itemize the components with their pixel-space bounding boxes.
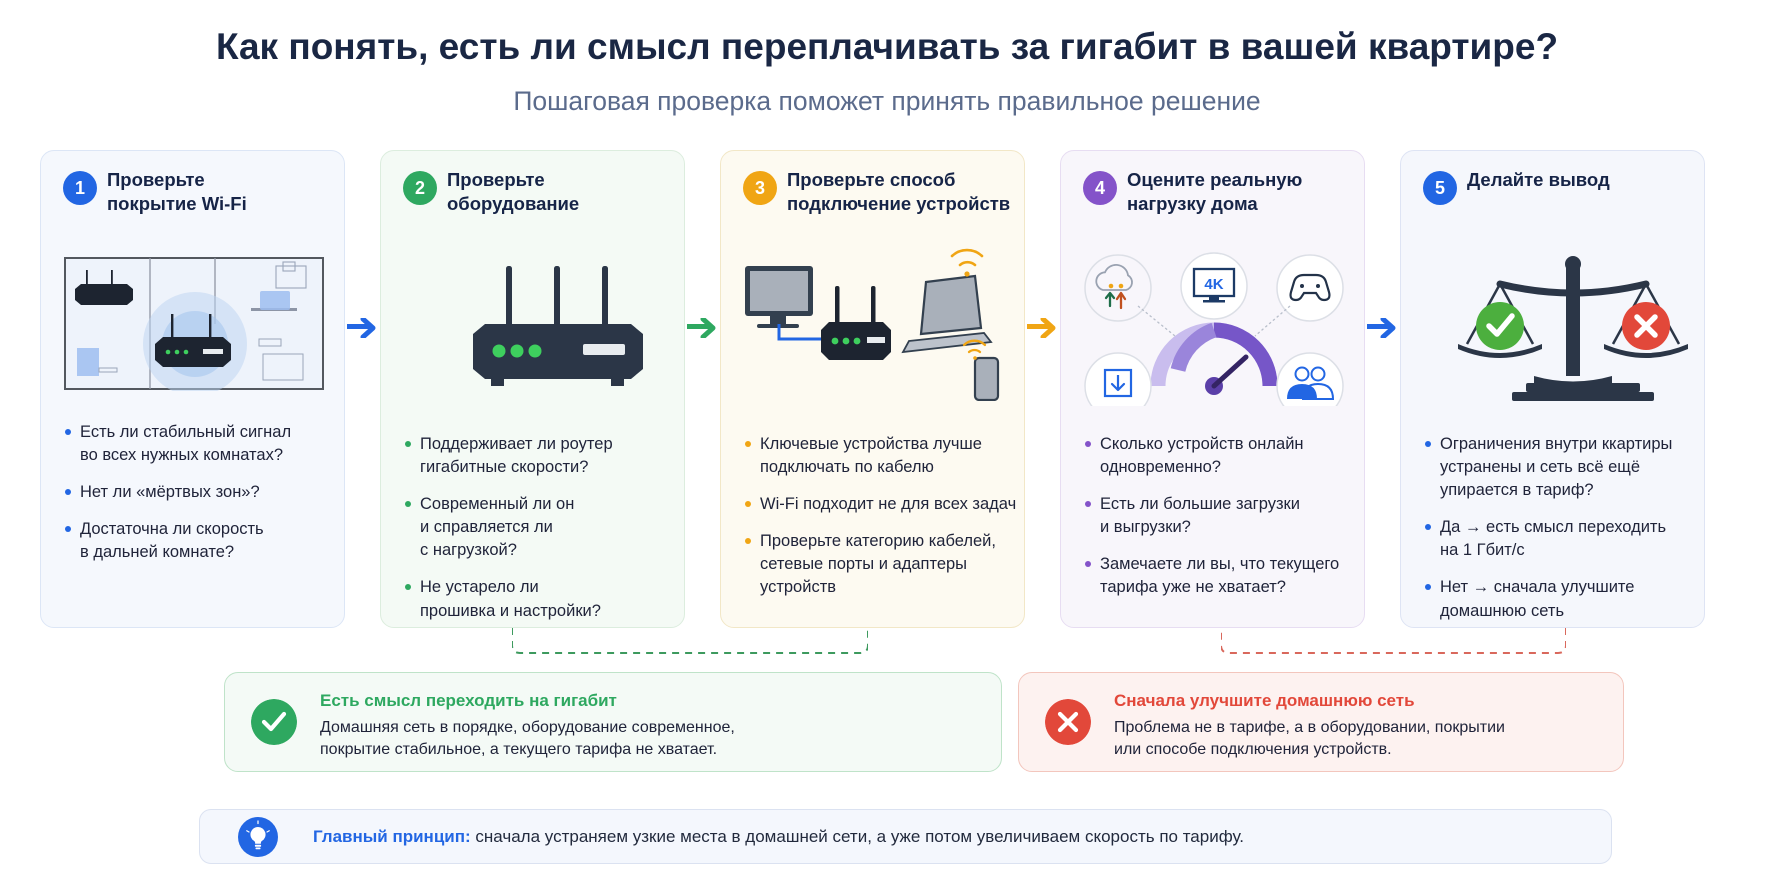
svg-text:4K: 4K xyxy=(1204,276,1223,293)
